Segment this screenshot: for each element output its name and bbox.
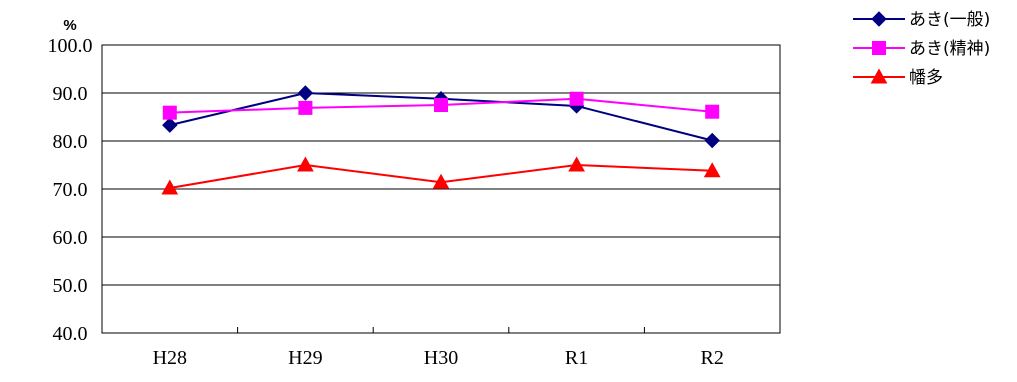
grid-lines [102, 92, 780, 286]
y-tick-label: 40.0 [53, 323, 88, 345]
series-2 [162, 91, 720, 120]
legend-label: あき(一般) [909, 10, 990, 30]
legend-label: あき(精神) [909, 39, 990, 59]
data-point [568, 156, 585, 172]
legend-swatch-marker [870, 68, 888, 84]
y-tick-label: 60.0 [53, 227, 88, 249]
y-axis-unit-label: % [63, 17, 76, 34]
data-point [297, 156, 314, 172]
data-point [703, 162, 721, 178]
data-point [704, 132, 720, 149]
data-point [569, 91, 584, 106]
data-point [161, 179, 179, 195]
legend: あき(一般) あき(精神) 幡多 [853, 10, 990, 88]
x-tick-label: R2 [701, 347, 724, 369]
plot-frame [101, 44, 781, 334]
legend-label: 幡多 [909, 68, 943, 88]
data-point [297, 85, 314, 101]
legend-item: あき(一般) [853, 10, 990, 30]
legend-item: あき(精神) [853, 39, 990, 59]
y-tick-label: 70.0 [53, 179, 88, 201]
legend-swatch-marker [871, 11, 887, 27]
y-tick-label: 90.0 [53, 83, 88, 105]
series-layer [161, 85, 721, 195]
legend-swatch-marker [872, 41, 886, 55]
y-axis-ticks: 40.0 50.0 60.0 70.0 80.0 90.0 100.0 [48, 35, 93, 345]
data-point [298, 100, 313, 115]
data-point [705, 104, 720, 119]
data-point [432, 173, 450, 189]
x-axis-ticks: H28 H29 H30 R1 R2 [153, 327, 724, 369]
x-tick-label: H30 [424, 347, 458, 369]
x-tick-label: R1 [565, 347, 588, 369]
data-point [162, 117, 178, 133]
data-point [434, 98, 448, 112]
x-tick-label: H28 [153, 347, 187, 369]
legend-item: 幡多 [853, 68, 943, 88]
data-point [162, 105, 177, 120]
y-tick-label: 80.0 [53, 131, 88, 153]
y-tick-label: 50.0 [53, 275, 88, 297]
y-tick-label: 100.0 [48, 35, 93, 57]
series-1 [162, 85, 720, 149]
series-3 [161, 156, 721, 195]
x-tick-label: H29 [288, 347, 322, 369]
